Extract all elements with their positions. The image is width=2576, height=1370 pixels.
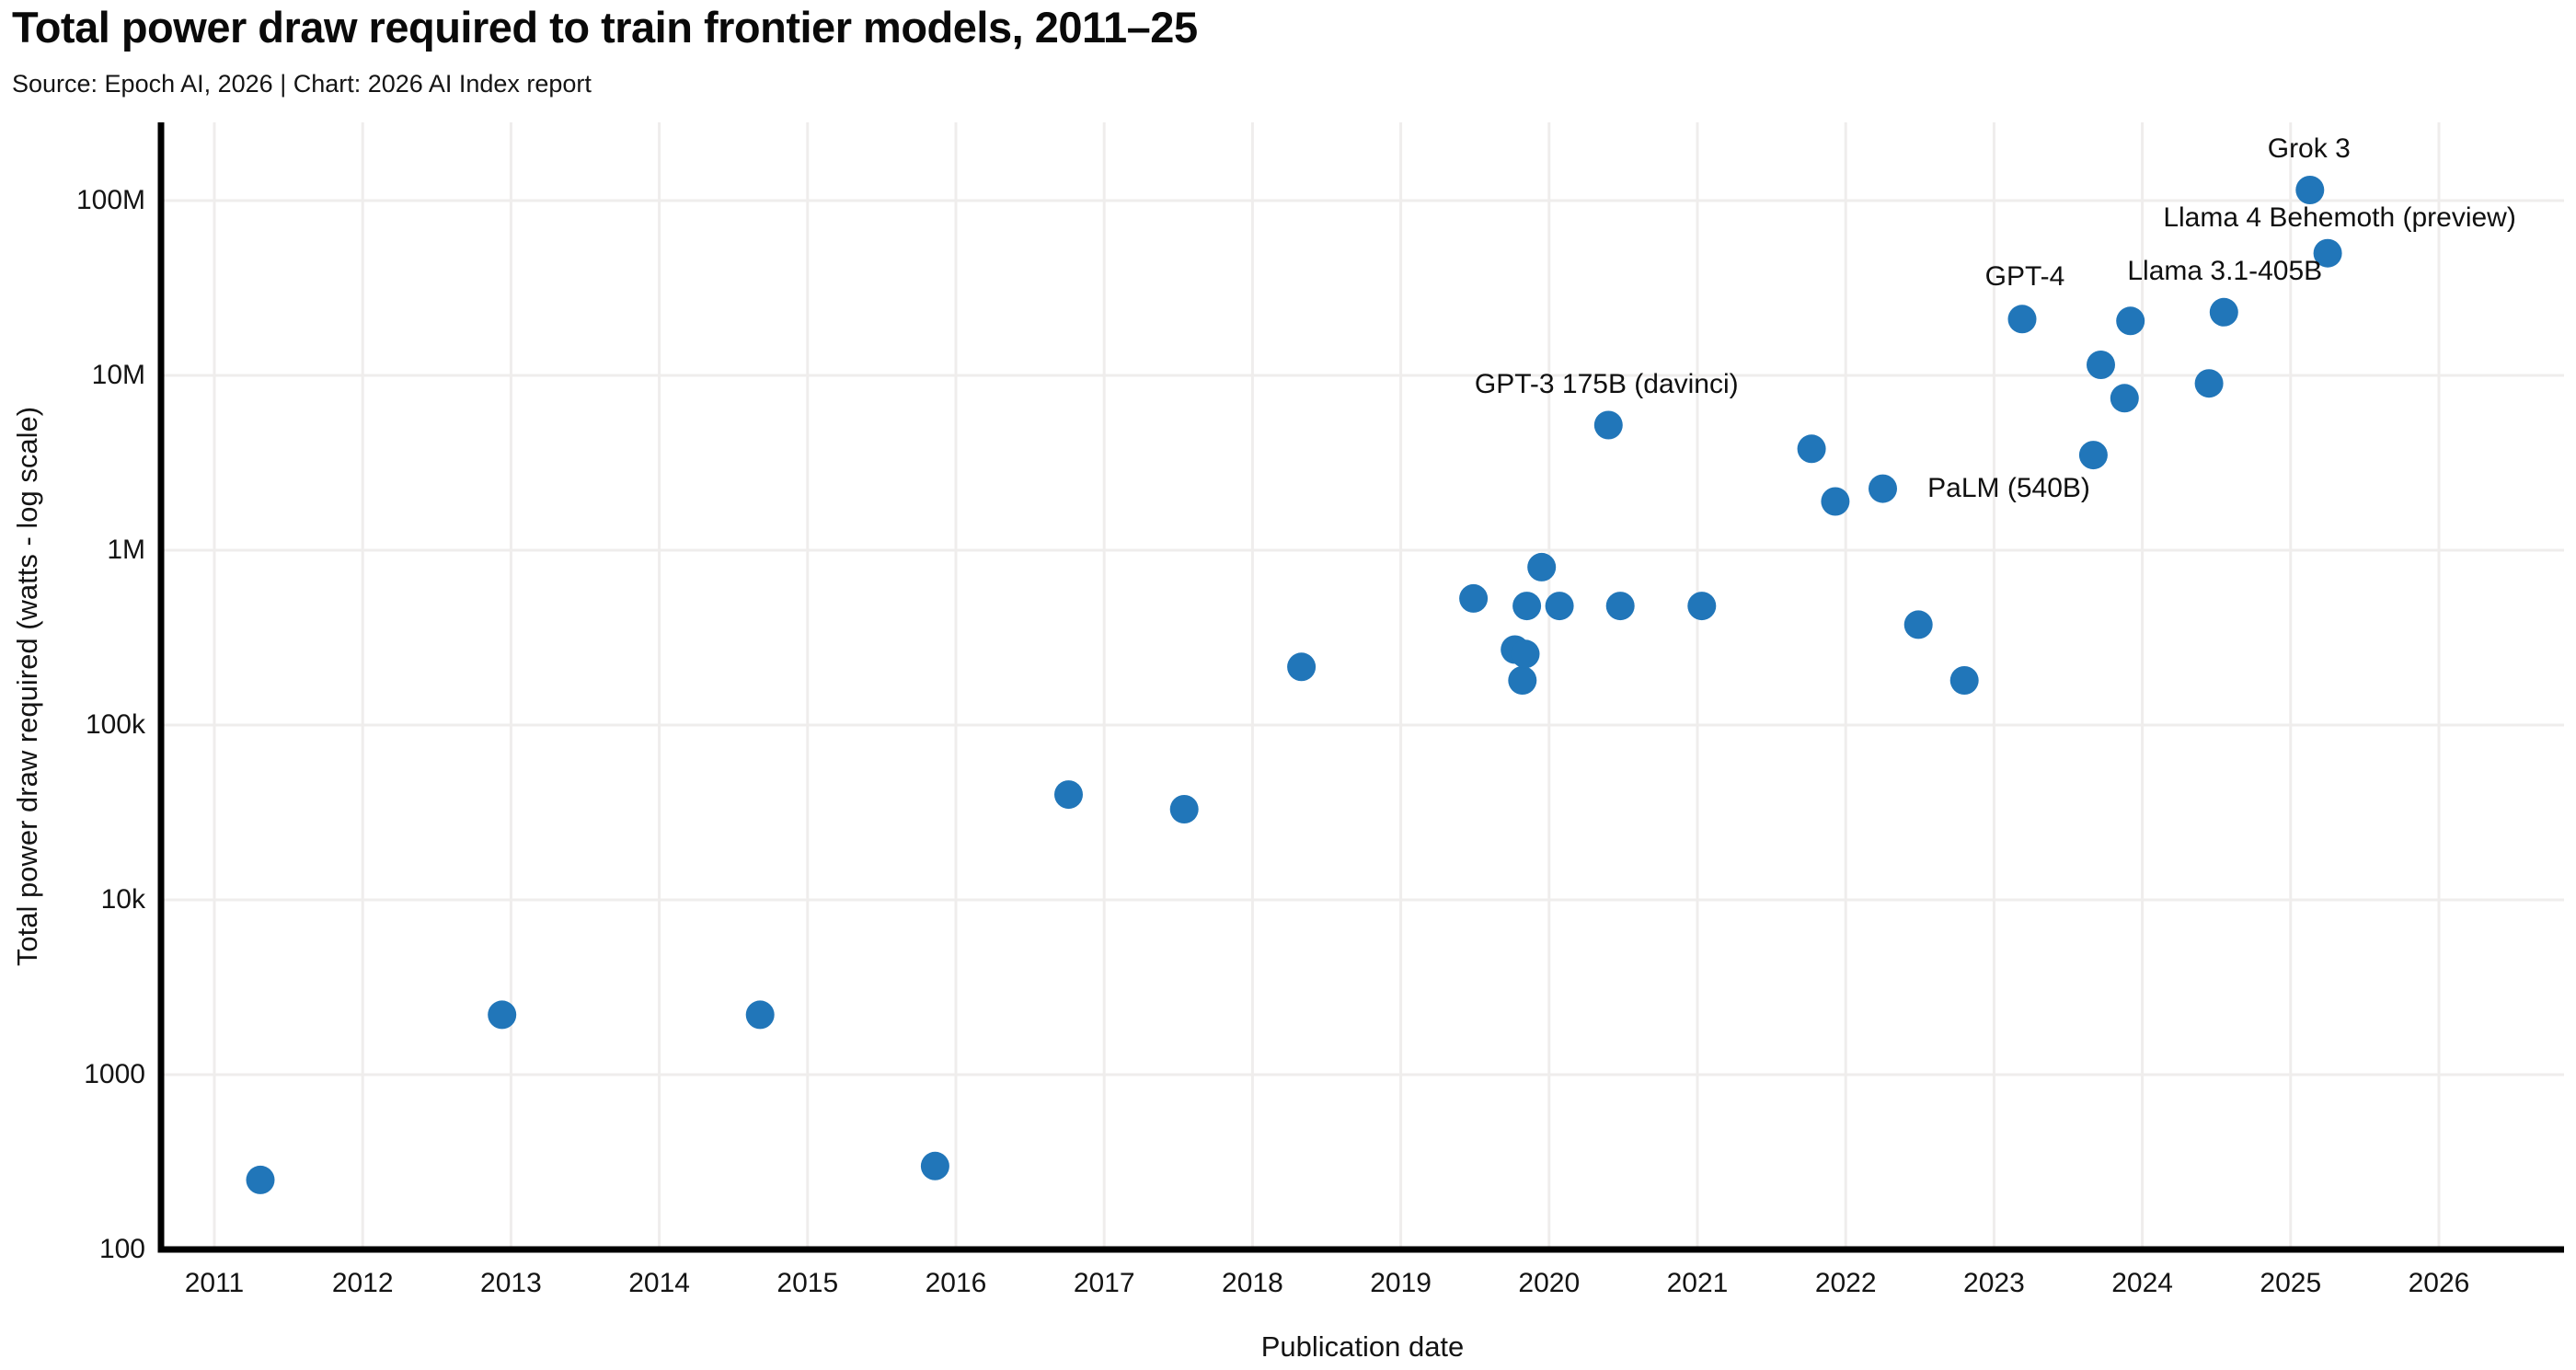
y-tick-label: 1000 (84, 1059, 145, 1089)
y-tick-label: 1M (107, 535, 145, 565)
data-point (1687, 592, 1717, 621)
data-point (2087, 351, 2115, 379)
data-point (1903, 610, 1933, 639)
data-point (1512, 592, 1542, 621)
data-point (1545, 592, 1574, 621)
data-point (2295, 176, 2325, 204)
data-point (1821, 487, 1850, 516)
data-point (920, 1151, 949, 1180)
x-tick-label: 2011 (184, 1268, 245, 1298)
x-tick-label: 2018 (1222, 1268, 1283, 1298)
chart-title: Total power draw required to train front… (12, 3, 1198, 52)
data-point (2313, 238, 2342, 268)
x-tick-label: 2021 (1666, 1268, 1729, 1298)
y-tick-label: 100M (75, 185, 145, 215)
data-point (2209, 297, 2238, 327)
y-tick-label: 10M (91, 360, 145, 390)
x-tick-label: 2020 (1518, 1268, 1581, 1298)
x-tick-label: 2023 (1963, 1268, 2025, 1298)
data-point (2194, 369, 2224, 398)
x-tick-label: 2019 (1370, 1268, 1432, 1298)
x-tick-label: 2026 (2408, 1268, 2470, 1298)
data-point (2078, 441, 2108, 470)
data-point (1511, 639, 1540, 669)
point-annotation: Grok 3 (2267, 133, 2351, 165)
data-point (1508, 666, 1537, 695)
data-point (246, 1165, 275, 1194)
data-point (488, 1000, 517, 1030)
data-point (1169, 795, 1199, 823)
data-point (1797, 434, 1826, 464)
point-annotation: PaLM (540B) (1927, 473, 2090, 504)
y-tick-label: 10k (100, 884, 145, 915)
x-tick-label: 2014 (628, 1268, 690, 1298)
point-annotation: GPT-4 (1984, 260, 2065, 292)
x-tick-label: 2012 (331, 1268, 394, 1298)
data-point (1287, 652, 1317, 682)
data-point (1593, 410, 1623, 440)
x-tick-label: 2013 (480, 1268, 542, 1298)
x-tick-label: 2022 (1814, 1268, 1877, 1298)
data-point (1605, 592, 1635, 621)
data-point (2116, 306, 2145, 336)
point-annotation: Llama 3.1-405B (2127, 256, 2323, 287)
point-annotation: Llama 4 Behemoth (preview) (2163, 202, 2516, 234)
x-tick-label: 2025 (2260, 1268, 2322, 1298)
data-point (1459, 583, 1489, 613)
data-point (745, 1000, 775, 1030)
data-point (2007, 305, 2037, 334)
x-axis-title: Publication date (1260, 1330, 1465, 1363)
y-tick-label: 100 (98, 1234, 145, 1264)
x-tick-label: 2016 (925, 1268, 987, 1298)
data-point (1949, 666, 1979, 695)
data-point (1054, 780, 1083, 810)
x-tick-label: 2024 (2111, 1268, 2173, 1298)
x-tick-label: 2015 (776, 1268, 839, 1298)
data-point (1527, 552, 1557, 581)
y-tick-label: 100k (85, 709, 145, 740)
point-annotation: GPT-3 175B (davinci) (1474, 368, 1739, 399)
data-point (1869, 474, 1897, 503)
data-point (2110, 384, 2139, 413)
x-tick-label: 2017 (1073, 1268, 1135, 1298)
chart-subtitle: Source: Epoch AI, 2026 | Chart: 2026 AI … (12, 70, 592, 98)
y-axis-title: Total power draw required (watts - log s… (11, 406, 43, 967)
